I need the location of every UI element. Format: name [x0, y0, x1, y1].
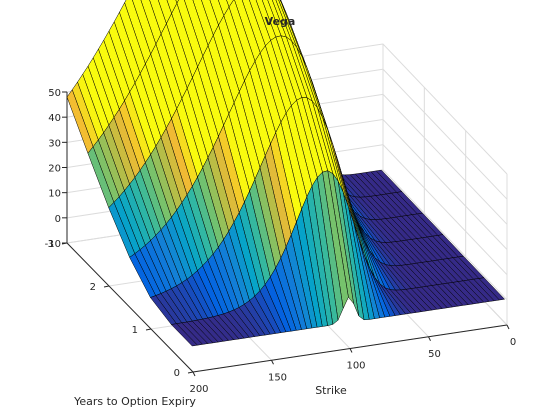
x-tick-mark: [192, 371, 196, 377]
x-tick-label: 100: [346, 361, 365, 372]
y-tick-label: 2: [90, 282, 96, 293]
x-tick-mark: [271, 360, 274, 365]
x-tick-mark: [428, 336, 431, 341]
x-tick-label: 50: [428, 349, 441, 360]
x-tick-label: 0: [510, 337, 516, 348]
y-tick-mark: [145, 328, 152, 331]
surface-patch: [175, 0, 179, 4]
y-tick-label: 0: [174, 368, 180, 379]
x-tick-label: 200: [189, 384, 208, 395]
y-axis-line: [66, 242, 194, 373]
y-tick-label: 1: [132, 325, 138, 336]
z-tick-label: 50: [48, 88, 61, 99]
z-tick-label: 10: [48, 189, 61, 200]
tick-labels: 0 50 100 150 200 0 1 2 3-10 0 10 20 30 40 50: [45, 88, 517, 395]
x-axis-label: Strike: [315, 384, 347, 397]
x-tick-mark: [349, 348, 353, 353]
x-tick-mark: [506, 324, 510, 330]
z-tick-label: 40: [48, 113, 61, 124]
z-tick-label: 0: [55, 214, 61, 225]
x-tick-label: 150: [268, 372, 287, 383]
z-tick-label: -10: [45, 239, 61, 250]
y-tick-mark: [103, 285, 110, 288]
z-tick-label: 30: [48, 138, 61, 149]
surface-patch: [170, 323, 198, 347]
y-tick-mark: [187, 371, 194, 374]
y-axis-label: Years to Option Expiry: [73, 395, 196, 408]
vega-surface: [66, 0, 506, 347]
chart-title: Vega: [265, 15, 296, 28]
y-tick-label: 3: [48, 239, 54, 250]
z-tick-label: 20: [48, 164, 61, 175]
